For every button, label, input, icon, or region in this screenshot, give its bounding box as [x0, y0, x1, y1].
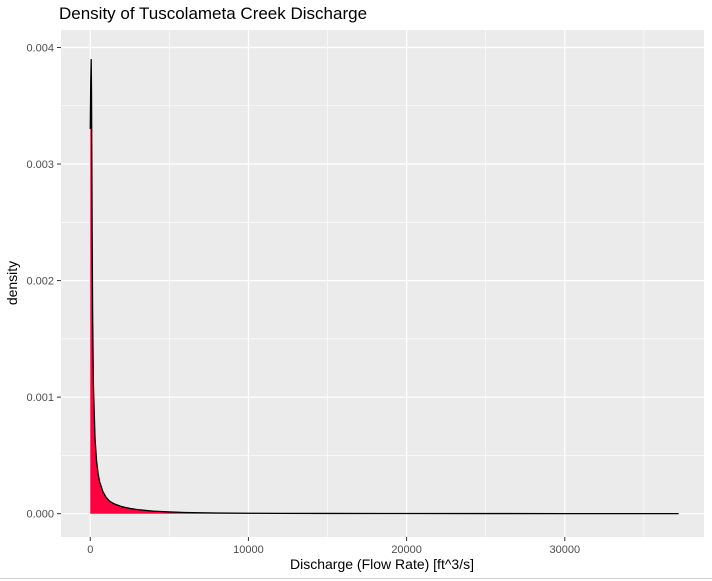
x-tick-label: 20000	[391, 544, 422, 556]
y-tick-label: 0.004	[26, 42, 54, 54]
y-tick-label: 0.000	[26, 509, 54, 521]
y-axis: 0.000 0.001 0.002 0.003 0.004	[26, 42, 61, 520]
chart-title: Density of Tuscolameta Creek Discharge	[59, 4, 367, 23]
x-tick-label: 10000	[233, 544, 264, 556]
y-tick-label: 0.001	[26, 392, 54, 404]
y-tick-label: 0.003	[26, 159, 54, 171]
x-axis: 0 10000 20000 30000	[87, 537, 580, 556]
x-tick-label: 30000	[550, 544, 581, 556]
x-axis-title: Discharge (Flow Rate) [ft^3/s]	[290, 556, 474, 572]
y-tick-label: 0.002	[26, 276, 54, 288]
window-bottom-border	[0, 578, 712, 579]
y-axis-title: density	[4, 261, 20, 305]
x-tick-label: 0	[87, 544, 93, 556]
